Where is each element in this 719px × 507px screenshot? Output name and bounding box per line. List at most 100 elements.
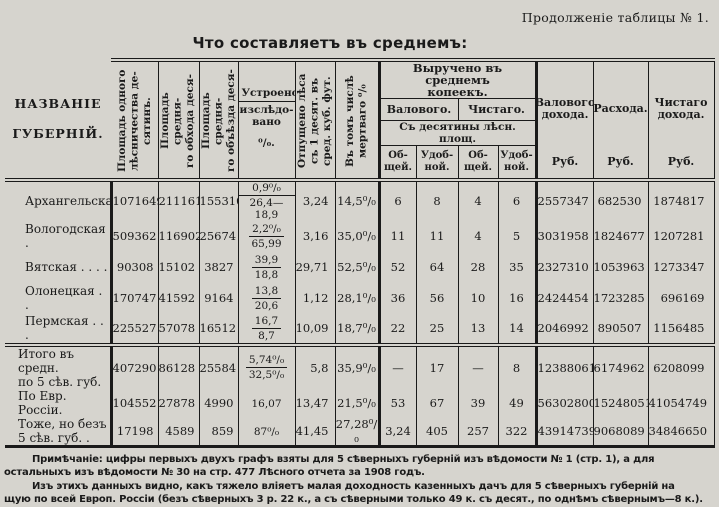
patrol-area-cell: 4589 <box>157 416 199 448</box>
column-header-gross-income: Валового дохода. Руб. <box>534 58 593 182</box>
gross-total-kopeks-cell: 11 <box>377 220 416 252</box>
net-income-cell: 1156485 <box>647 313 715 345</box>
net-total-kopeks-cell: 13 <box>457 313 498 345</box>
timber-released-cell: 41,45 <box>294 416 335 448</box>
arranged-surveyed-cell: 87⁰/₀ <box>237 416 295 448</box>
gross-usable-kopeks-cell: 25 <box>415 313 458 345</box>
gross-usable-kopeks-cell: 11 <box>415 220 458 252</box>
net-usable-kopeks-cell: 8 <box>497 342 536 389</box>
circuit-area-cell: 25584 <box>198 342 238 389</box>
table-continuation-note: Продолженіе таблицы № 1. <box>521 10 709 25</box>
dead-share-cell: 18,7⁰/₀ <box>334 313 379 345</box>
patrol-area-cell: 116902 <box>157 220 199 252</box>
subgroup-header-per-desyatina: Съ десятины лѣсн. площ. <box>377 120 536 146</box>
net-usable-kopeks-cell: 5 <box>497 220 536 252</box>
expense-cell: 890507 <box>592 313 648 345</box>
gross-income-cell: 2046992 <box>534 313 593 345</box>
timber-released-cell: 1,12 <box>294 282 335 314</box>
dead-share-cell: 21,5⁰/₀ <box>334 388 379 417</box>
net-usable-kopeks-cell: 49 <box>497 388 536 417</box>
arranged-surveyed-cell: 13,8 20,6 <box>237 282 295 314</box>
dead-share-cell: 35,9⁰/₀ <box>334 342 379 389</box>
summary-label-cell: По Евр. Россіи. <box>18 388 67 417</box>
timber-released-cell: 3,16 <box>294 220 335 252</box>
arranged-surveyed-cell: 16,07 <box>237 388 295 417</box>
net-income-cell: 41054749 <box>647 388 715 417</box>
patrol-area-cell: 27878 <box>157 388 199 417</box>
gross-usable-kopeks-cell: 405 <box>415 416 458 448</box>
gross-usable-kopeks-cell: 56 <box>415 282 458 314</box>
page-title: Что составляетъ въ среднемъ: <box>192 34 468 52</box>
dead-share-cell: 27,28⁰/₀ <box>334 416 379 448</box>
timber-released-cell: 29,71 <box>294 251 335 283</box>
gross-usable-kopeks-cell: 64 <box>415 251 458 283</box>
forestry-area-cell: 104552 <box>109 388 158 417</box>
forestry-area-cell: 170747 <box>109 282 158 314</box>
dead-share-cell: 28,1⁰/₀ <box>334 282 379 314</box>
net-income-cell: 696169 <box>647 282 715 314</box>
circuit-area-cell: 25674 <box>198 220 238 252</box>
gross-total-kopeks-cell: — <box>377 342 416 389</box>
column-header-circuit-area: Площадь средня- го объѣзда деся- тинъ. <box>198 58 238 182</box>
patrol-area-cell: 15102 <box>157 251 199 283</box>
circuit-area-cell: 4990 <box>198 388 238 417</box>
expense-cell: 1824677 <box>592 220 648 252</box>
footnote: Примѣчаніе: цифры первыхъ двухъ графъ вз… <box>4 453 715 507</box>
arranged-surveyed-cell: 39,9 18,8 <box>237 251 295 283</box>
net-usable-kopeks-cell: 16 <box>497 282 536 314</box>
summary-row-5-northern: Итого въ средн. по 5 сѣв. губ. 407290 86… <box>5 342 715 389</box>
forestry-area-cell: 509362 <box>109 220 158 252</box>
gross-income-cell: 3031958 <box>534 220 593 252</box>
net-usable-kopeks-cell: 322 <box>497 416 536 448</box>
table-row: Вологодская . 509362 116902 25674 2,2⁰/₀… <box>5 220 715 252</box>
column-header-gross-total-area: Об- щей. <box>377 145 416 182</box>
net-income-cell: 6208099 <box>647 342 715 389</box>
gross-total-kopeks-cell: 6 <box>377 179 416 221</box>
gross-total-kopeks-cell: 52 <box>377 251 416 283</box>
timber-released-cell: 5,8 <box>294 342 335 389</box>
statistics-table: НАЗВАНІЕ ГУБЕРНІЙ. Площадь одного лѣснич… <box>5 58 715 448</box>
column-header-forestry-area: Площадь одного лѣсничества де- сятинъ. <box>111 58 158 182</box>
expense-cell: 6174962 <box>592 342 648 389</box>
governorate-name-cell: Пермская . . . <box>25 314 104 342</box>
arranged-surveyed-cell: 2,2⁰/₀ 65,99 <box>237 220 295 252</box>
subgroup-header-gross: Валового. <box>377 98 458 121</box>
summary-row-european-russia: По Евр. Россіи. 104552 27878 4990 16,07 … <box>5 388 715 417</box>
gross-total-kopeks-cell: 36 <box>377 282 416 314</box>
gross-usable-kopeks-cell: 17 <box>415 342 458 389</box>
governorate-name-cell: Вятская . . . . <box>25 260 108 274</box>
net-income-cell: 1874817 <box>647 179 715 221</box>
column-header-net-total-area: Об- щей. <box>457 145 498 182</box>
dead-share-cell: 35,0⁰/₀ <box>334 220 379 252</box>
net-usable-kopeks-cell: 6 <box>497 179 536 221</box>
net-usable-kopeks-cell: 35 <box>497 251 536 283</box>
gross-income-cell: 2424454 <box>534 282 593 314</box>
group-header-proceeds-kopeks: Выручено въ среднемъ копеекъ. <box>377 58 536 99</box>
summary-row-without-northern: Тоже, но безъ 5 сѣв. губ. . 17198 4589 8… <box>5 416 715 448</box>
forestry-area-cell: 1071649 <box>109 179 158 221</box>
expense-cell: 1053963 <box>592 251 648 283</box>
gross-usable-kopeks-cell: 8 <box>415 179 458 221</box>
timber-released-cell: 10,09 <box>294 313 335 345</box>
patrol-area-cell: 211161 <box>157 179 199 221</box>
table-row: Пермская . . . 225527 57078 16512 16,7 8,… <box>5 313 715 345</box>
gross-usable-kopeks-cell: 67 <box>415 388 458 417</box>
net-total-kopeks-cell: 28 <box>457 251 498 283</box>
gross-income-cell: 43914739 <box>534 416 593 448</box>
gross-total-kopeks-cell: 22 <box>377 313 416 345</box>
column-header-net-income: Чистаго дохода. Руб. <box>647 58 715 182</box>
footnote-line: Примѣчаніе: цифры первыхъ двухъ графъ вз… <box>32 453 655 465</box>
gross-total-kopeks-cell: 53 <box>377 388 416 417</box>
forestry-area-cell: 90308 <box>109 251 158 283</box>
net-income-cell: 34846650 <box>647 416 715 448</box>
arranged-surveyed-cell: 16,7 8,7 <box>237 313 295 345</box>
timber-released-cell: 13,47 <box>294 388 335 417</box>
arranged-surveyed-cell: 0,9⁰/₀ 26,4—18,9 <box>237 179 295 221</box>
governorate-name-cell: Олонецкая . . <box>25 284 103 312</box>
dead-share-cell: 52,5⁰/₀ <box>334 251 379 283</box>
governorate-name-cell: Вологодская . <box>25 222 106 250</box>
net-total-kopeks-cell: 4 <box>457 220 498 252</box>
